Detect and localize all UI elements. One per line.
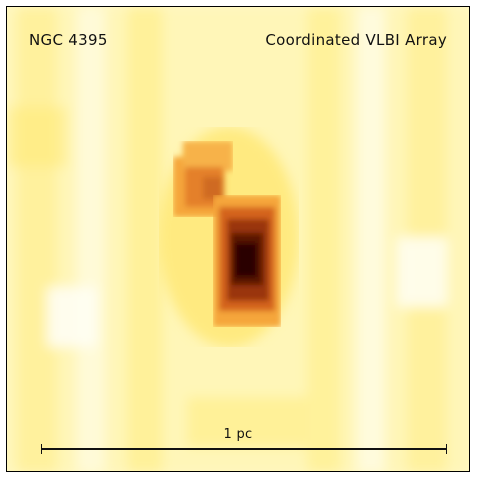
instrument-label: Coordinated VLBI Array <box>265 31 447 49</box>
scale-bar-right-tick <box>446 444 447 454</box>
radio-image <box>7 7 469 471</box>
scale-bar <box>41 444 447 454</box>
background-noise <box>7 7 469 471</box>
scale-bar-left-tick <box>41 444 42 454</box>
scale-bar-label: 1 pc <box>223 427 253 442</box>
lower-component <box>213 195 281 327</box>
image-frame: NGC 4395 Coordinated VLBI Array 1 pc <box>6 6 470 472</box>
source-name-label: NGC 4395 <box>29 31 108 49</box>
